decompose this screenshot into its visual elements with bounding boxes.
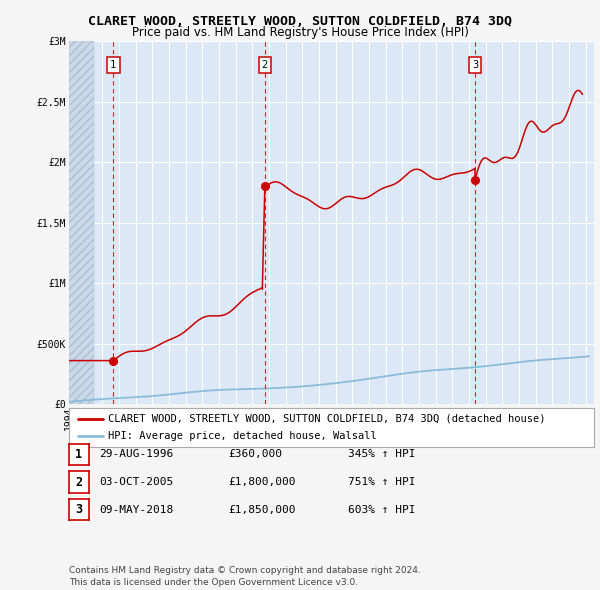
Text: 603% ↑ HPI: 603% ↑ HPI — [348, 505, 415, 514]
Text: 2: 2 — [76, 476, 82, 489]
Text: 2: 2 — [262, 60, 268, 70]
Text: 1: 1 — [110, 60, 116, 70]
Text: 29-AUG-1996: 29-AUG-1996 — [99, 450, 173, 459]
Text: Contains HM Land Registry data © Crown copyright and database right 2024.
This d: Contains HM Land Registry data © Crown c… — [69, 566, 421, 587]
Text: CLARET WOOD, STREETLY WOOD, SUTTON COLDFIELD, B74 3DQ: CLARET WOOD, STREETLY WOOD, SUTTON COLDF… — [88, 15, 512, 28]
Text: 03-OCT-2005: 03-OCT-2005 — [99, 477, 173, 487]
Text: 345% ↑ HPI: 345% ↑ HPI — [348, 450, 415, 459]
Text: £1,850,000: £1,850,000 — [228, 505, 296, 514]
Text: HPI: Average price, detached house, Walsall: HPI: Average price, detached house, Wals… — [109, 431, 377, 441]
Text: Price paid vs. HM Land Registry's House Price Index (HPI): Price paid vs. HM Land Registry's House … — [131, 26, 469, 39]
Text: £1,800,000: £1,800,000 — [228, 477, 296, 487]
Text: 09-MAY-2018: 09-MAY-2018 — [99, 505, 173, 514]
Text: 3: 3 — [76, 503, 82, 516]
Text: 751% ↑ HPI: 751% ↑ HPI — [348, 477, 415, 487]
Text: £360,000: £360,000 — [228, 450, 282, 459]
Text: 1: 1 — [76, 448, 82, 461]
Text: CLARET WOOD, STREETLY WOOD, SUTTON COLDFIELD, B74 3DQ (detached house): CLARET WOOD, STREETLY WOOD, SUTTON COLDF… — [109, 414, 546, 424]
Text: 3: 3 — [472, 60, 478, 70]
